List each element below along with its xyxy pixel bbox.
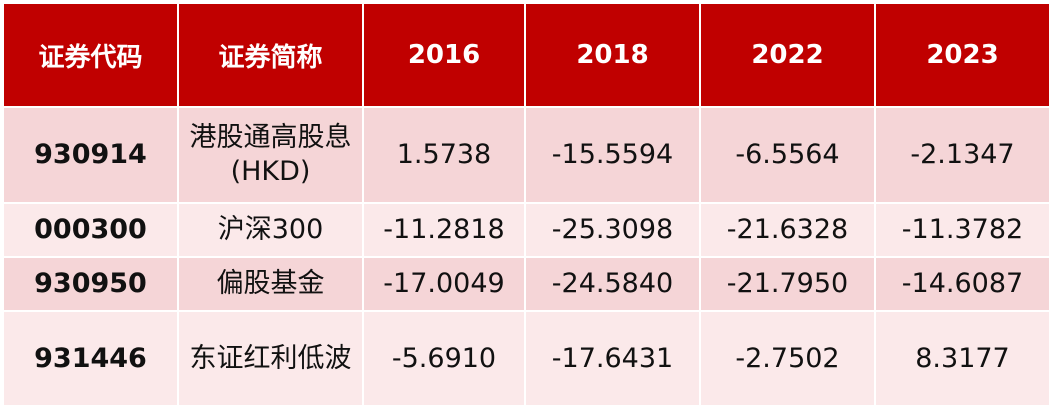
- value-cell: -15.5594: [524, 106, 701, 204]
- security-code-cell: 930914: [2, 106, 179, 204]
- security-code-cell: 931446: [2, 310, 179, 407]
- value-cell: 1.5738: [362, 106, 526, 204]
- table-row: 930914 港股通高股息(HKD) 1.5738 -15.5594 -6.55…: [2, 106, 1051, 204]
- security-name-cell: 港股通高股息(HKD): [177, 106, 364, 204]
- value-cell: -11.3782: [874, 202, 1051, 258]
- value-cell: -2.7502: [699, 310, 876, 407]
- table-row: 930950 偏股基金 -17.0049 -24.5840 -21.7950 -…: [2, 256, 1051, 312]
- value-cell: -11.2818: [362, 202, 526, 258]
- security-code-cell: 000300: [2, 202, 179, 258]
- value-cell: -21.6328: [699, 202, 876, 258]
- value-cell: -6.5564: [699, 106, 876, 204]
- value-cell: -2.1347: [874, 106, 1051, 204]
- security-name-cell: 偏股基金: [177, 256, 364, 312]
- value-cell: 8.3177: [874, 310, 1051, 407]
- value-cell: -24.5840: [524, 256, 701, 312]
- value-cell: -25.3098: [524, 202, 701, 258]
- security-name-cell: 东证红利低波: [177, 310, 364, 407]
- header-year-2022: 2022: [699, 2, 876, 108]
- header-year-2016: 2016: [362, 2, 526, 108]
- header-year-2018: 2018: [524, 2, 701, 108]
- value-cell: -21.7950: [699, 256, 876, 312]
- header-year-2023: 2023: [874, 2, 1051, 108]
- table-row: 931446 东证红利低波 -5.6910 -17.6431 -2.7502 8…: [2, 310, 1051, 407]
- header-security-code: 证券代码: [2, 2, 179, 108]
- header-security-name: 证券简称: [177, 2, 364, 108]
- value-cell: -5.6910: [362, 310, 526, 407]
- value-cell: -14.6087: [874, 256, 1051, 312]
- value-cell: -17.6431: [524, 310, 701, 407]
- value-cell: -17.0049: [362, 256, 526, 312]
- security-code-cell: 930950: [2, 256, 179, 312]
- table-row: 000300 沪深300 -11.2818 -25.3098 -21.6328 …: [2, 202, 1051, 258]
- table-header-row: 证券代码 证券简称 2016 2018 2022 2023: [2, 2, 1051, 108]
- security-name-cell: 沪深300: [177, 202, 364, 258]
